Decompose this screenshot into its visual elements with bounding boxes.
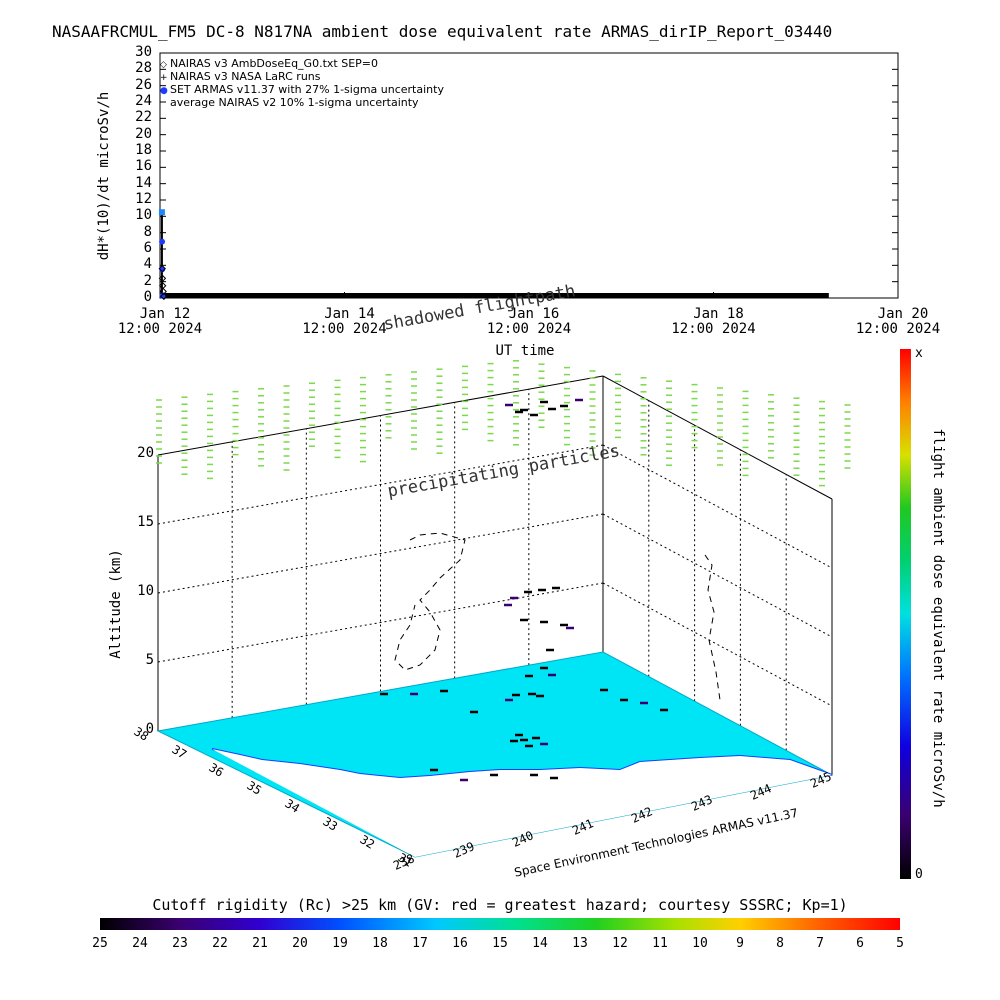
legend-label: average NAIRAS v2 10% 1-sigma uncertaint… <box>170 96 419 109</box>
shadow-dashes <box>394 532 721 701</box>
rigidity-tick-label: 13 <box>572 936 588 951</box>
rigidity-tick-label: 11 <box>652 936 668 951</box>
y-tick-label: 26 <box>135 76 152 93</box>
shadow-path <box>704 554 721 701</box>
x-tick-label: Jan 20 <box>877 306 929 322</box>
rigidity-tick-label: 25 <box>92 936 108 951</box>
legend-label: NAIRAS v3 AmbDoseEq_G0.txt SEP=0 <box>170 57 378 70</box>
nairas-point <box>158 274 167 283</box>
rigidity-tick-label: 6 <box>856 936 864 951</box>
x-tick-label: 12:00 2024 <box>117 321 203 337</box>
y-tick-label: 18 <box>135 142 152 158</box>
rigidity-tick-label: 17 <box>412 936 428 951</box>
rigidity-tick-label: 23 <box>172 936 188 951</box>
rigidity-tick-label: 15 <box>492 936 508 951</box>
rigidity-tick-label: 18 <box>372 936 388 951</box>
legend-entry: average NAIRAS v2 10% 1-sigma uncertaint… <box>160 97 444 109</box>
rigidity-tick-label: 22 <box>212 936 228 951</box>
land-blank <box>212 749 832 857</box>
y-tick-label: 4 <box>143 256 152 273</box>
rigidity-tick-label: 8 <box>776 936 784 951</box>
baseline-data-band <box>160 293 829 298</box>
altitude-tick-label: 10 <box>137 583 154 599</box>
box-edge <box>602 582 833 707</box>
legend-marker-icon: ● <box>160 86 168 96</box>
y-tick-label: 10 <box>135 207 152 224</box>
rigidity-tick-label: 9 <box>736 936 744 951</box>
nairas-point <box>160 292 168 301</box>
altitude-tick-label: 5 <box>145 652 154 668</box>
x-tick-label: 12:00 2024 <box>302 321 387 337</box>
rigidity-tick-label: 16 <box>452 936 468 951</box>
y-tick-label: 2 <box>143 272 152 289</box>
legend-marker-icon: ◇ <box>160 60 167 70</box>
flight-path-marks <box>380 398 668 782</box>
y-tick-label: 20 <box>135 125 152 142</box>
legend-entry: ◇ NAIRAS v3 AmbDoseEq_G0.txt SEP=0 <box>160 58 444 71</box>
rigidity-tick-label: 19 <box>332 936 348 951</box>
rigidity-tick-label: 20 <box>292 936 308 951</box>
rigidity-tick-label: 10 <box>692 936 708 951</box>
page-title: NASAAFRCMUL_FM5 DC-8 N817NA ambient dose… <box>52 22 833 41</box>
armas-point <box>159 238 166 245</box>
top-ylabel: dH*(10)/dt microSv/h <box>96 91 112 261</box>
box-edge <box>602 513 833 638</box>
rigidity-tick-label: 7 <box>816 936 824 951</box>
rigidity-tick-label: 12 <box>612 936 628 951</box>
x-tick-label: 12:00 2024 <box>855 321 941 337</box>
x-tick-label: Jan 18 <box>693 306 744 322</box>
rigidity-tick-label: 5 <box>896 936 904 951</box>
legend-label: NAIRAS v3 NASA LaRC runs <box>170 70 321 83</box>
colorbar-top-label: x <box>915 346 923 361</box>
y-tick-label: 14 <box>135 174 152 191</box>
colorbar-bottom-label: 0 <box>915 867 923 882</box>
nairas-point <box>158 264 166 273</box>
y-tick-label: 16 <box>135 158 152 175</box>
x-tick-label: Jan 12 <box>139 306 191 322</box>
legend-entry: ● SET ARMAS v11.37 with 27% 1-sigma uncer… <box>160 84 444 97</box>
dose-colorbar <box>900 349 911 879</box>
rigidity-tick-label: 14 <box>532 936 548 951</box>
box-edge <box>602 444 833 569</box>
altitude-label: Altitude (km) <box>108 549 124 659</box>
y-tick-label: 12 <box>135 191 152 207</box>
x-tick-label: Jan 14 <box>324 306 375 322</box>
altitude-tick-label: 15 <box>137 514 154 530</box>
legend-marker-icon: + <box>160 73 168 83</box>
sky-marks <box>156 360 851 487</box>
y-tick-label: 8 <box>143 223 152 240</box>
armas-point <box>158 209 165 216</box>
y-tick-label: 0 <box>143 289 152 305</box>
y-tick-label: 30 <box>135 44 152 60</box>
x-tick-label: 12:00 2024 <box>671 321 756 337</box>
shadow-path <box>394 532 466 671</box>
top-xlabel: UT time <box>495 343 555 359</box>
top-legend: ◇ NAIRAS v3 AmbDoseEq_G0.txt SEP=0 + NAIRAS… <box>160 58 444 109</box>
box-edge <box>157 513 604 594</box>
y-tick-label: 28 <box>135 60 152 77</box>
altitude-tick-label: 0 <box>145 721 154 737</box>
rigidity-label: Cutoff rigidity (Rc) >25 km (GV: red = g… <box>152 896 848 914</box>
rigidity-colorbar <box>100 918 900 930</box>
box-edge <box>157 582 604 663</box>
rigidity-tick-label: 21 <box>252 936 268 951</box>
y-tick-label: 24 <box>135 93 152 109</box>
x-tick-label: 12:00 2024 <box>486 321 572 337</box>
rigidity-tick-label: 24 <box>132 936 148 951</box>
colorbar-title: flight ambient dose equivalent rate micr… <box>930 428 946 808</box>
y-tick-label: 22 <box>135 109 152 126</box>
altitude-tick-label: 20 <box>137 445 154 461</box>
x-tick-label: Jan 16 <box>508 306 560 322</box>
y-tick-label: 6 <box>143 240 152 256</box>
legend-entry: + NAIRAS v3 NASA LaRC runs <box>160 71 444 84</box>
legend-label: SET ARMAS v11.37 with 27% 1-sigma uncert… <box>170 83 444 96</box>
armas-point <box>159 266 166 273</box>
